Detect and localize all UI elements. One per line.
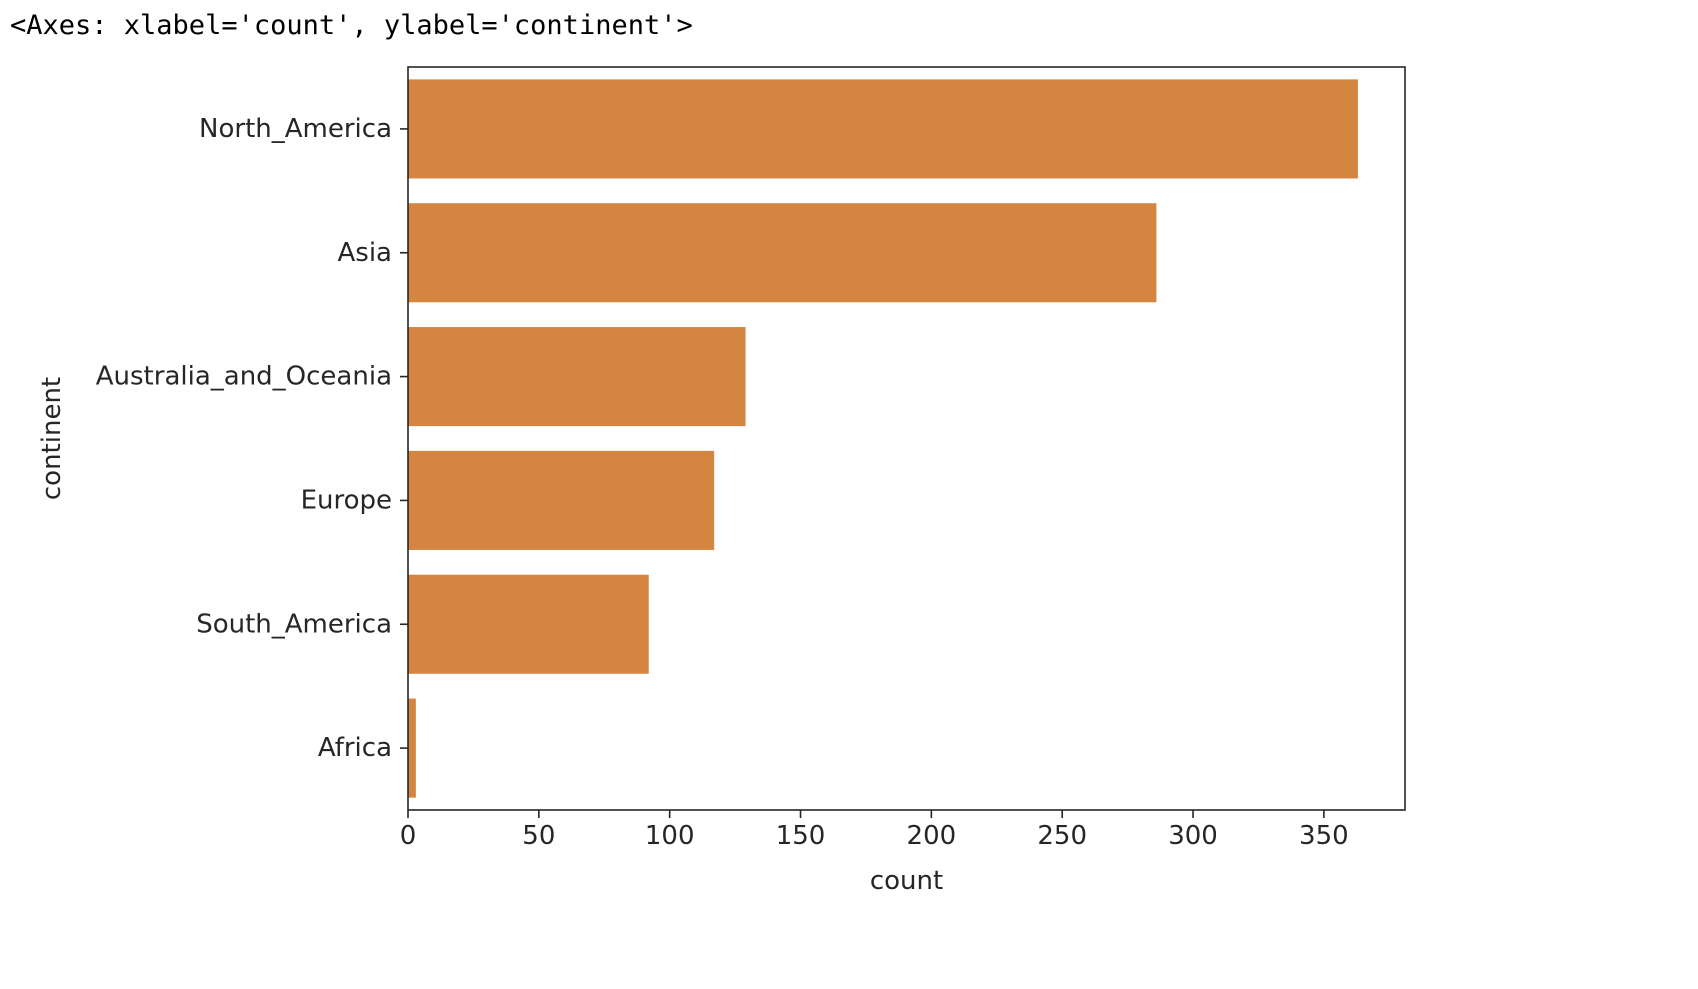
- x-tick-label: 250: [1037, 821, 1087, 851]
- y-tick-label: Asia: [338, 238, 393, 268]
- x-axis-label: count: [870, 866, 943, 896]
- x-tick-label: 300: [1168, 821, 1218, 851]
- x-tick-label: 100: [645, 821, 695, 851]
- y-tick-label: Australia_and_Oceania: [96, 362, 392, 392]
- bar-australia-and-oceania: [408, 327, 746, 427]
- y-tick-label: Africa: [318, 733, 392, 763]
- bar-south-america: [408, 574, 649, 674]
- y-tick-label: North_America: [199, 114, 392, 144]
- axes-repr-text: <Axes: xlabel='count', ylabel='continent…: [10, 10, 693, 41]
- x-tick-label: 0: [400, 821, 417, 851]
- bar-africa: [408, 698, 416, 798]
- y-tick-label: Europe: [301, 485, 392, 515]
- x-tick-label: 150: [776, 821, 826, 851]
- y-tick-label: South_America: [196, 609, 392, 639]
- axes-group: North_America Asia Australia_and_Oceania Eu…: [96, 66, 1406, 851]
- x-tick-label: 350: [1299, 821, 1349, 851]
- y-axis-label: continent: [37, 377, 67, 500]
- bar-europe: [408, 450, 715, 550]
- x-tick-label: 50: [522, 821, 555, 851]
- bar-asia: [408, 203, 1157, 303]
- axis-labels-group: count continent: [37, 377, 943, 896]
- bars-group: [408, 79, 1358, 798]
- bar-north-america: [408, 79, 1358, 179]
- axes-frame: [407, 66, 1406, 811]
- x-tick-label: 200: [907, 821, 957, 851]
